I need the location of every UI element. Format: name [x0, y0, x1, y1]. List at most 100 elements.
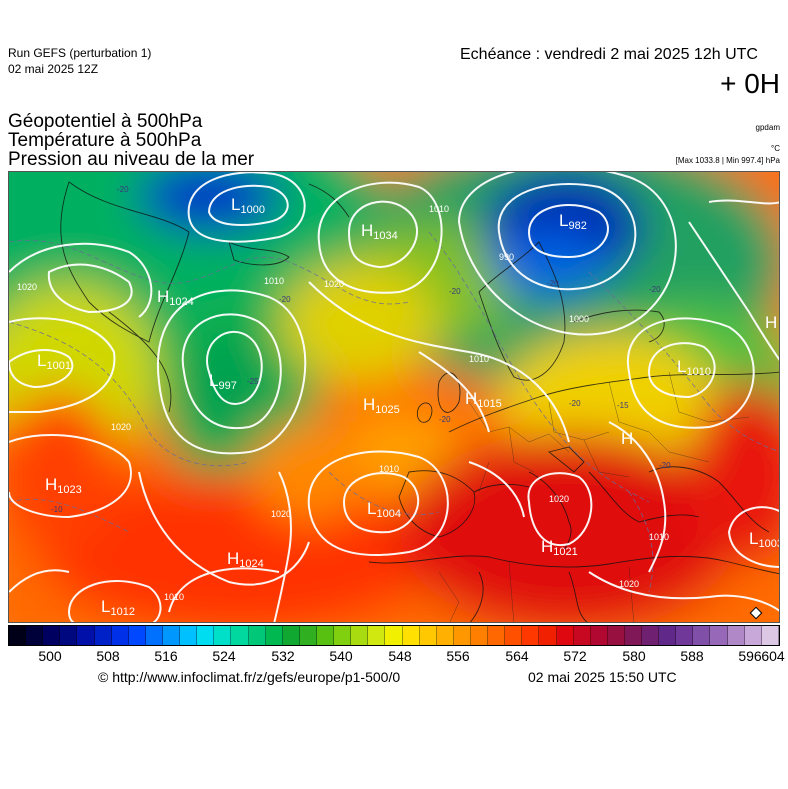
low-pressure-label: L1010 — [677, 357, 711, 378]
colorbar-swatch — [693, 626, 711, 645]
colorbar-swatch — [761, 626, 779, 645]
colorbar-swatch — [214, 626, 232, 645]
colorbar-tick-label: 556 — [446, 648, 470, 664]
colorbar-tick-label: 508 — [96, 648, 120, 664]
run-date: 02 mai 2025 12Z — [8, 62, 99, 76]
colorbar-swatch — [727, 626, 745, 645]
unit-geopotential: gpdam — [755, 123, 780, 132]
colorbar-swatch — [334, 626, 352, 645]
colorbar-tick-label: 500 — [38, 648, 62, 664]
colorbar — [8, 625, 780, 646]
colorbar-swatch — [145, 626, 163, 645]
colorbar-tick-label: 532 — [271, 648, 295, 664]
colorbar-swatch — [94, 626, 112, 645]
isobar-labels: 1010 1020 1010 990 1000 1010 1020 1020 1010 1020 1… — [17, 204, 669, 602]
isobar-label: 1020 — [271, 509, 291, 519]
isotherm-label: -20 — [649, 285, 661, 294]
high-pressure-label: H — [621, 429, 633, 448]
generation-date: 02 mai 2025 15:50 UTC — [528, 669, 677, 685]
isobars — [9, 172, 779, 622]
colorbar-swatch — [111, 626, 129, 645]
high-pressure-label: H1023 — [45, 475, 82, 496]
low-pressure-label: L1000 — [231, 195, 265, 216]
colorbar-tick-label: 524 — [212, 648, 236, 664]
title-geopotential: Géopotentiel à 500hPa — [8, 111, 203, 132]
colorbar-swatch — [607, 626, 625, 645]
isobar-label: 1020 — [324, 279, 344, 289]
colorbar-swatch — [316, 626, 335, 645]
isobar-label: 1000 — [569, 314, 589, 324]
low-pressure-label: L1012 — [101, 597, 135, 618]
isotherm-label: -15 — [617, 401, 629, 410]
isotherm-label: -20 — [439, 415, 451, 424]
run-title: Run GEFS (perturbation 1) — [8, 46, 152, 60]
copyright: © http://www.infoclimat.fr/z/gefs/europe… — [98, 669, 401, 685]
colorbar-tick-label: 516 — [154, 648, 178, 664]
low-pressure-label: L997 — [209, 371, 237, 392]
colorbar-swatch — [436, 626, 454, 645]
isobar-label: 1010 — [264, 276, 284, 286]
colorbar-swatch — [26, 626, 44, 645]
colorbar-swatch — [676, 626, 694, 645]
isotherm-label: -20 — [279, 295, 291, 304]
colorbar-swatch — [385, 626, 403, 645]
coastlines — [60, 181, 779, 622]
colorbar-swatch — [128, 626, 146, 645]
colorbar-swatch — [265, 626, 283, 645]
colorbar-swatch — [248, 626, 266, 645]
isotherm-label: -20 — [117, 185, 129, 194]
colorbar-swatch — [470, 626, 489, 645]
high-pressure-label: H — [765, 313, 777, 332]
colorbar-swatch — [60, 626, 78, 645]
colorbar-swatch — [419, 626, 437, 645]
low-pressure-label: L1001 — [37, 351, 71, 372]
isobar-label: 1020 — [111, 422, 131, 432]
isotherm-label: -10 — [51, 505, 63, 514]
colorbar-swatch — [162, 626, 181, 645]
colorbar-swatch — [539, 626, 557, 645]
colorbar-tick-label: 540 — [329, 648, 353, 664]
colorbar-swatch — [453, 626, 471, 645]
colorbar-swatch — [488, 626, 506, 645]
colorbar-swatch — [522, 626, 540, 645]
colorbar-swatch — [744, 626, 762, 645]
colorbar-tick-label: 572 — [563, 648, 587, 664]
isobar-label: 1010 — [649, 532, 669, 542]
colorbar-swatch — [505, 626, 523, 645]
pressure-systems: L1000 H1034 L982 H1024 L1001 L997 H1025 H1015 L1… — [37, 195, 780, 618]
colorbar-swatch — [642, 626, 660, 645]
high-pressure-label: H1034 — [361, 221, 398, 242]
isobar-label: 1020 — [17, 282, 37, 292]
title-temperature: Température à 500hPa — [8, 130, 202, 151]
colorbar-swatch — [590, 626, 608, 645]
colorbar-swatch — [573, 626, 591, 645]
isobar-label: 1010 — [379, 464, 399, 474]
colorbar-swatch — [180, 626, 198, 645]
colorbar-tick-label: 588 — [680, 648, 704, 664]
isotherm-label: -20 — [449, 287, 461, 296]
isotherm-label: -25 — [247, 377, 259, 386]
low-pressure-label: L1003 — [749, 529, 780, 550]
colorbar-swatch — [197, 626, 215, 645]
low-pressure-label: L1004 — [367, 499, 401, 520]
colorbar-swatch — [351, 626, 369, 645]
isobar-label: 990 — [499, 252, 514, 262]
colorbar-swatch — [231, 626, 249, 645]
colorbar-tick-label: 548 — [388, 648, 412, 664]
colorbar-swatch — [624, 626, 643, 645]
high-pressure-label: H1015 — [465, 389, 502, 410]
colorbar-swatch — [556, 626, 574, 645]
colorbar-swatch — [9, 626, 27, 645]
high-pressure-label: H1025 — [363, 395, 400, 416]
colorbar-swatch — [282, 626, 300, 645]
colorbar-tick-label: 580 — [622, 648, 646, 664]
unit-temperature: °C — [771, 144, 780, 153]
weather-map[interactable]: L1000 H1034 L982 H1024 L1001 L997 H1025 H1015 L1… — [8, 171, 780, 623]
title-pressure: Pression au niveau de la mer — [8, 149, 255, 170]
isobar-label: 1010 — [429, 204, 449, 214]
isotherm-label: -20 — [547, 279, 559, 288]
colorbar-swatch — [77, 626, 95, 645]
low-pressure-label: L982 — [559, 211, 587, 232]
isobar-label: 1010 — [469, 354, 489, 364]
isobar-label: 1020 — [619, 579, 639, 589]
